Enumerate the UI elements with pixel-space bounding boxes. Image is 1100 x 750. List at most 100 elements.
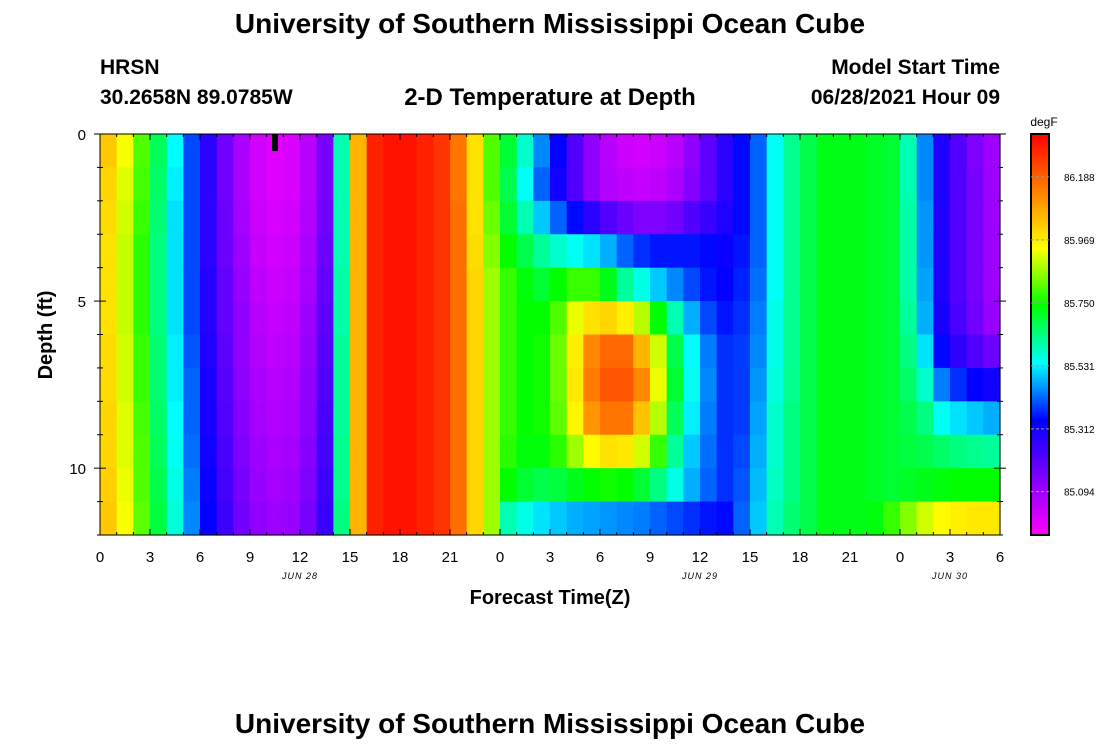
heatmap-cell <box>166 200 184 235</box>
heatmap-cell <box>350 301 368 336</box>
heatmap-cell <box>216 468 234 503</box>
heatmap-cell <box>416 468 434 503</box>
heatmap-cell <box>166 434 184 469</box>
heatmap-cell <box>633 134 651 169</box>
heatmap-cell <box>433 434 451 469</box>
heatmap-cell <box>816 200 834 235</box>
heatmap-cell <box>333 401 351 436</box>
heatmap-cell <box>150 134 168 169</box>
heatmap-cell <box>400 234 418 269</box>
heatmap-cell <box>650 200 668 235</box>
heatmap-cell <box>283 200 301 235</box>
heatmap-cell <box>883 468 901 503</box>
heatmap-cell <box>283 434 301 469</box>
heatmap-cell <box>816 301 834 336</box>
heatmap-cell <box>833 167 851 202</box>
heatmap-cell <box>750 200 768 235</box>
heatmap-cell <box>450 234 468 269</box>
heatmap-cell <box>566 167 584 202</box>
y-axis-label: Depth (ft) <box>35 291 57 380</box>
heatmap-cell <box>666 334 684 369</box>
heatmap-cell <box>183 267 201 302</box>
heatmap-cell <box>683 200 701 235</box>
heatmap-cell <box>833 501 851 536</box>
heatmap-cell <box>966 167 984 202</box>
heatmap-cell <box>550 200 568 235</box>
heatmap-cell <box>800 468 818 503</box>
heatmap-cell <box>483 200 501 235</box>
heatmap-cell <box>900 167 918 202</box>
heatmap-cell <box>400 267 418 302</box>
heatmap-cell <box>516 501 534 536</box>
heatmap-cell <box>683 401 701 436</box>
heatmap-cell <box>633 468 651 503</box>
heatmap-cell <box>850 267 868 302</box>
heatmap-cell <box>550 434 568 469</box>
heatmap-cell <box>650 234 668 269</box>
heatmap-cell <box>133 367 151 402</box>
heatmap-cell <box>716 267 734 302</box>
heatmap-cell <box>483 367 501 402</box>
heatmap-cell <box>550 301 568 336</box>
heatmap-cell <box>866 401 884 436</box>
heatmap-cell <box>150 267 168 302</box>
heatmap-cell <box>200 468 218 503</box>
heatmap-cell <box>750 267 768 302</box>
heatmap-cell <box>366 501 384 536</box>
heatmap-cell <box>483 334 501 369</box>
heatmap-cell <box>766 334 784 369</box>
station-coordinates: 30.2658N 89.0785W <box>100 86 293 109</box>
heatmap-cell <box>866 234 884 269</box>
heatmap-cell <box>533 267 551 302</box>
heatmap-cell <box>233 200 251 235</box>
heatmap-cell <box>166 134 184 169</box>
heatmap-cell <box>133 301 151 336</box>
heatmap-cell <box>383 334 401 369</box>
heatmap-cell <box>250 468 268 503</box>
heatmap-cell <box>850 401 868 436</box>
current-time-marker <box>272 134 278 151</box>
heatmap-cell <box>500 301 518 336</box>
heatmap-cell <box>833 434 851 469</box>
heatmap-cell <box>866 334 884 369</box>
heatmap-cell <box>933 501 951 536</box>
heatmap-cell <box>566 501 584 536</box>
heatmap-cell <box>700 134 718 169</box>
heatmap-cell <box>216 501 234 536</box>
heatmap-cell <box>566 401 584 436</box>
heatmap-cell <box>450 167 468 202</box>
heatmap-cell <box>100 167 118 202</box>
heatmap-cell <box>100 200 118 235</box>
heatmap-cell <box>800 334 818 369</box>
heatmap-cell <box>466 301 484 336</box>
heatmap-cell <box>566 468 584 503</box>
heatmap-cell <box>133 267 151 302</box>
heatmap-cell <box>666 401 684 436</box>
heatmap-cell <box>933 234 951 269</box>
heatmap-cell <box>650 267 668 302</box>
heatmap-cell <box>966 367 984 402</box>
heatmap-cell <box>200 267 218 302</box>
heatmap-cell <box>516 468 534 503</box>
heatmap-cell <box>716 134 734 169</box>
heatmap-cell <box>816 401 834 436</box>
heatmap-cell <box>383 367 401 402</box>
heatmap-cell <box>333 134 351 169</box>
heatmap-cell <box>300 267 318 302</box>
heatmap-cell <box>400 334 418 369</box>
heatmap-cell <box>700 167 718 202</box>
x-tick-label: 6 <box>196 549 204 566</box>
heatmap-cell <box>683 167 701 202</box>
heatmap-cell <box>700 401 718 436</box>
heatmap-cell <box>800 367 818 402</box>
heatmap-cell <box>883 301 901 336</box>
station-name: HRSN <box>100 56 160 79</box>
heatmap-cell <box>416 234 434 269</box>
heatmap-cell <box>866 367 884 402</box>
heatmap-cell <box>550 167 568 202</box>
heatmap-cell <box>750 468 768 503</box>
heatmap-cell <box>483 401 501 436</box>
x-tick-label: 3 <box>546 549 554 566</box>
heatmap-cell <box>483 434 501 469</box>
heatmap-cell <box>950 334 968 369</box>
